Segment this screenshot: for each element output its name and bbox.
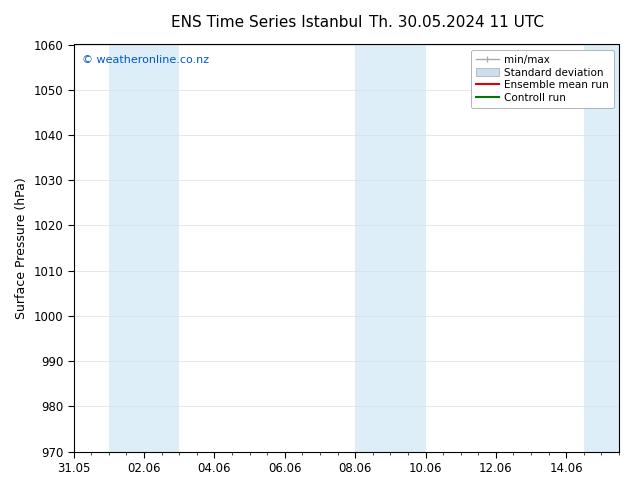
Legend: min/max, Standard deviation, Ensemble mean run, Controll run: min/max, Standard deviation, Ensemble me… bbox=[470, 49, 614, 108]
Text: © weatheronline.co.nz: © weatheronline.co.nz bbox=[82, 55, 209, 65]
Text: ENS Time Series Istanbul: ENS Time Series Istanbul bbox=[171, 15, 362, 30]
Text: Th. 30.05.2024 11 UTC: Th. 30.05.2024 11 UTC bbox=[369, 15, 544, 30]
Bar bbox=[109, 45, 179, 452]
Bar bbox=[355, 45, 425, 452]
Bar bbox=[584, 45, 619, 452]
Y-axis label: Surface Pressure (hPa): Surface Pressure (hPa) bbox=[15, 177, 28, 319]
